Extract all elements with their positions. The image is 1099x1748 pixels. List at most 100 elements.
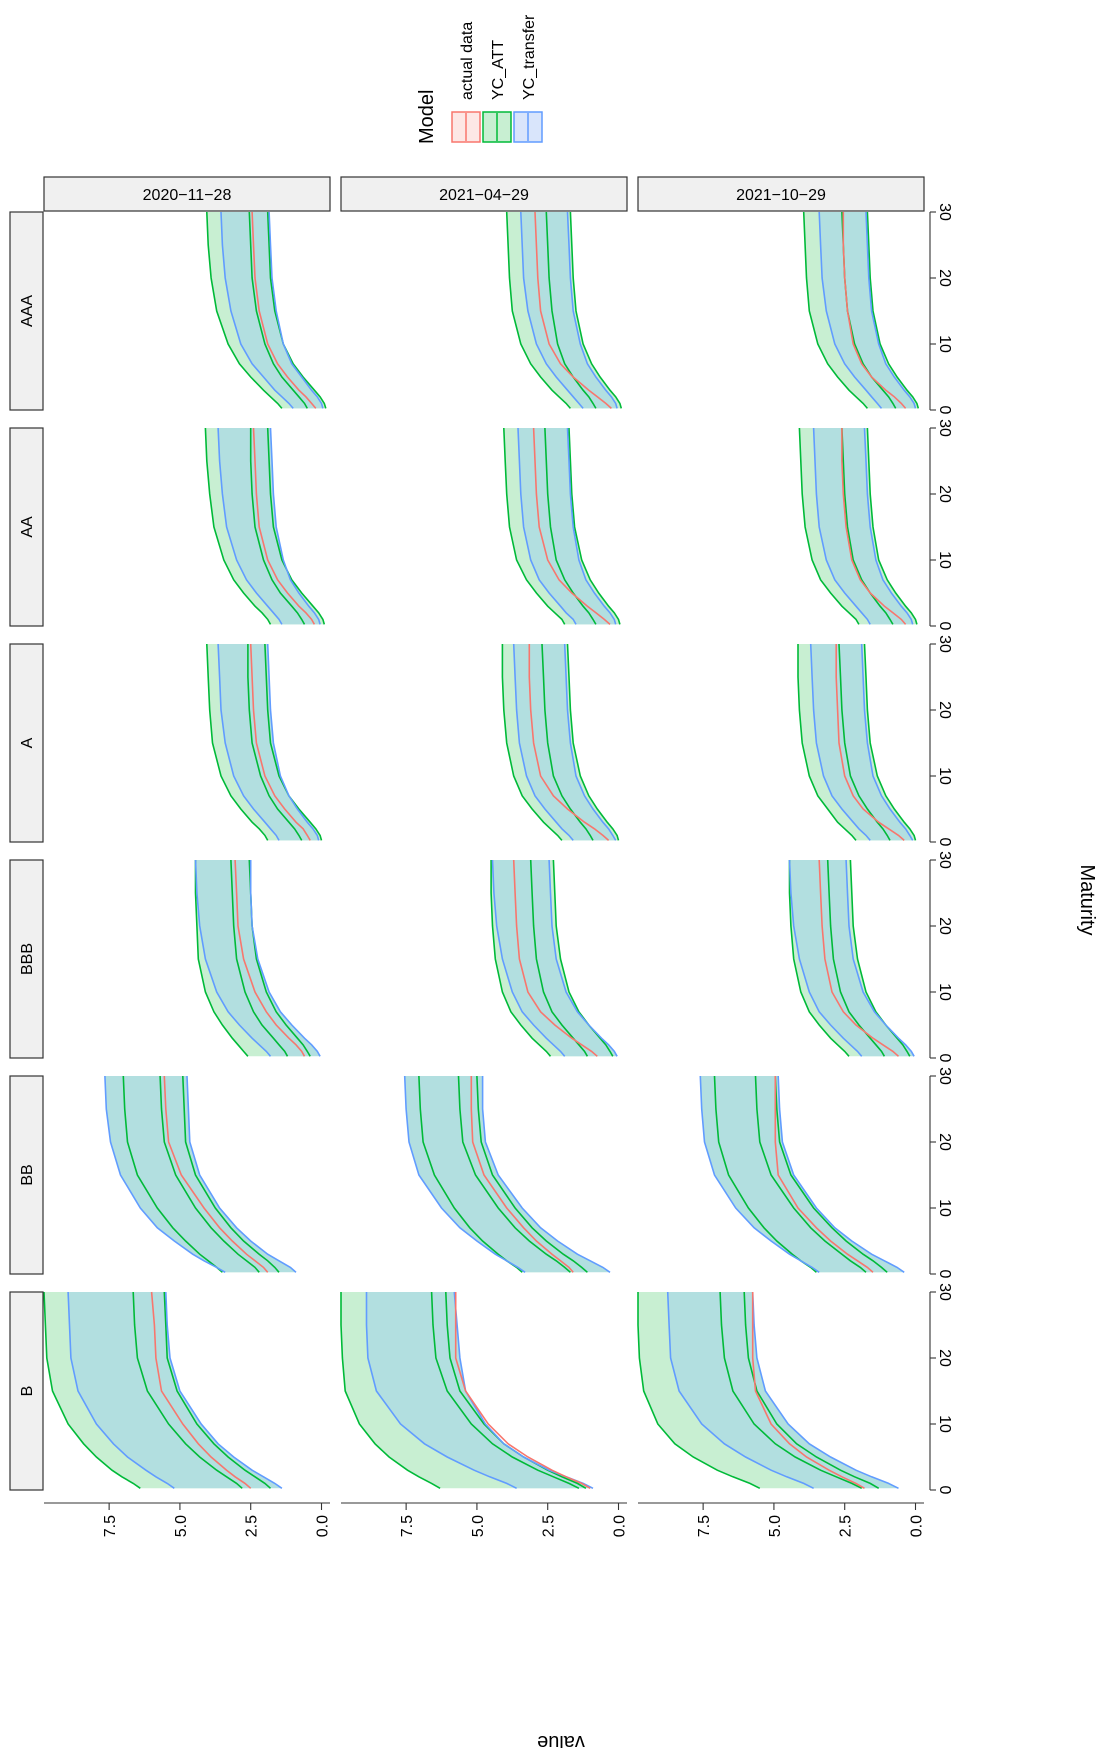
maturity-tick-label: 10 bbox=[936, 767, 953, 785]
transfer-lower-line bbox=[165, 1291, 283, 1489]
rating-strip-label: BB bbox=[19, 1164, 36, 1185]
transfer-lower-line bbox=[863, 427, 914, 625]
transfer-lower-line bbox=[548, 859, 618, 1057]
transfer-upper-line bbox=[67, 1291, 175, 1489]
att-upper-line bbox=[505, 211, 572, 409]
value-tick-group: 5.0 bbox=[470, 1515, 487, 1537]
maturity-tick-label: 0 bbox=[936, 1486, 953, 1495]
panel-AAA-2 bbox=[802, 211, 920, 409]
legend-keys bbox=[451, 111, 543, 143]
date-strip-2 bbox=[637, 176, 925, 212]
panel-AAA-0 bbox=[206, 211, 327, 409]
att-upper-line bbox=[503, 427, 566, 625]
att-upper-line bbox=[43, 1291, 141, 1489]
strips-layer: 2020−11−28 2021−04−29 2021−10−29AAAAAABBBB… bbox=[9, 176, 925, 1491]
maturity-tick-group: 20 bbox=[936, 485, 953, 503]
maturity-tick-label: 10 bbox=[936, 551, 953, 569]
att-lower-line bbox=[849, 859, 911, 1057]
att-lower-line bbox=[866, 211, 920, 409]
rating-strip-AAA bbox=[9, 211, 44, 411]
maturity-tick-label: 20 bbox=[936, 701, 953, 719]
att-median-line bbox=[841, 427, 894, 625]
actual-line bbox=[751, 1292, 865, 1489]
maturity-tick-group: 0 bbox=[936, 1270, 953, 1279]
transfer-upper-line bbox=[666, 1291, 814, 1490]
actual-line bbox=[150, 1291, 252, 1489]
panel-BBB-1 bbox=[490, 859, 618, 1057]
att-median-line bbox=[529, 859, 589, 1057]
transfer-band bbox=[810, 644, 913, 841]
rating-strip-AA bbox=[9, 427, 44, 627]
att-lower-line bbox=[569, 211, 623, 409]
att-upper-line bbox=[204, 427, 272, 625]
axes-layer: 0.0 2.5 5.0 7.5 0.0 2.5 5.0 7.5 0.0 2.5 5.0 7.5 0 10 2… bbox=[44, 203, 953, 1537]
att-median-line bbox=[248, 211, 308, 409]
att-median-line bbox=[826, 859, 886, 1057]
value-tick-label: 0.0 bbox=[612, 1515, 629, 1537]
rating-strip-label: AAA bbox=[19, 295, 36, 327]
transfer-upper-line bbox=[788, 859, 863, 1057]
transfer-band bbox=[218, 428, 321, 625]
panel-B-2 bbox=[637, 1291, 899, 1490]
att-upper-line bbox=[122, 1075, 223, 1273]
panel-B-0 bbox=[43, 1291, 283, 1489]
transfer-lower-line bbox=[269, 427, 321, 625]
maturity-tick-group: 20 bbox=[936, 917, 953, 935]
actual-line bbox=[532, 427, 611, 626]
att-lower-line bbox=[266, 427, 326, 625]
transfer-band bbox=[667, 1292, 899, 1489]
date-strip-label: 2021−10−29 bbox=[736, 187, 826, 204]
att-median-line bbox=[754, 1075, 867, 1273]
value-tick-group: 5.0 bbox=[173, 1515, 190, 1537]
maturity-tick-label: 30 bbox=[936, 1067, 953, 1085]
transfer-upper-line bbox=[403, 1075, 526, 1273]
value-tick-label: 5.0 bbox=[470, 1515, 487, 1537]
maturity-tick-group: 10 bbox=[936, 983, 953, 1001]
maturity-tick-label: 10 bbox=[936, 1199, 953, 1217]
transfer-band bbox=[513, 644, 616, 841]
value-tick-label: 7.5 bbox=[696, 1515, 713, 1537]
maturity-tick-label: 20 bbox=[936, 1349, 953, 1367]
att-median-line bbox=[838, 643, 891, 841]
legend-label-actual: actual data bbox=[459, 22, 476, 100]
transfer-lower-line bbox=[186, 1075, 297, 1273]
value-tick-group: 5.0 bbox=[767, 1515, 784, 1537]
att-upper-line bbox=[194, 860, 249, 1057]
panel-B-1 bbox=[340, 1291, 594, 1490]
transfer-upper-line bbox=[517, 427, 577, 625]
maturity-tick-group: 10 bbox=[936, 551, 953, 569]
rating-strip-label: AA bbox=[19, 516, 36, 538]
att-lower-line bbox=[476, 1075, 588, 1273]
att-median-line bbox=[132, 1291, 243, 1489]
att-lower-line bbox=[863, 643, 917, 841]
date-strip-1 bbox=[340, 176, 628, 212]
maturity-tick-label: 20 bbox=[936, 917, 953, 935]
transfer-band bbox=[68, 1292, 282, 1489]
actual-line bbox=[252, 427, 316, 625]
transfer-upper-line bbox=[365, 1292, 517, 1490]
maturity-tick-group: 0 bbox=[936, 622, 953, 631]
rating-strip-label-group: AA bbox=[19, 516, 36, 538]
att-lower-line bbox=[182, 1075, 280, 1273]
value-tick-label: 5.0 bbox=[173, 1515, 190, 1537]
att-median-line bbox=[230, 859, 289, 1057]
value-tick-label: 2.5 bbox=[838, 1515, 855, 1537]
maturity-tick-label: 30 bbox=[936, 203, 953, 221]
att-median-line bbox=[541, 643, 594, 841]
att-upper-line bbox=[490, 860, 552, 1057]
rating-strip-label-group: BBB bbox=[19, 943, 36, 975]
transfer-lower-line bbox=[268, 211, 324, 409]
actual-line bbox=[163, 1075, 269, 1273]
maturity-tick-group: 10 bbox=[936, 1415, 953, 1433]
transfer-band bbox=[218, 644, 319, 841]
att-median-line bbox=[457, 1075, 571, 1273]
att-median-line bbox=[247, 644, 303, 841]
maturity-tick-label: 30 bbox=[936, 635, 953, 653]
value-tick-label: 7.5 bbox=[102, 1515, 119, 1537]
panel-BB-2 bbox=[699, 1075, 905, 1273]
maturity-tick-label: 20 bbox=[936, 269, 953, 287]
transfer-lower-line bbox=[249, 860, 321, 1057]
rating-strip-A bbox=[9, 643, 44, 843]
att-lower-line bbox=[568, 427, 621, 625]
